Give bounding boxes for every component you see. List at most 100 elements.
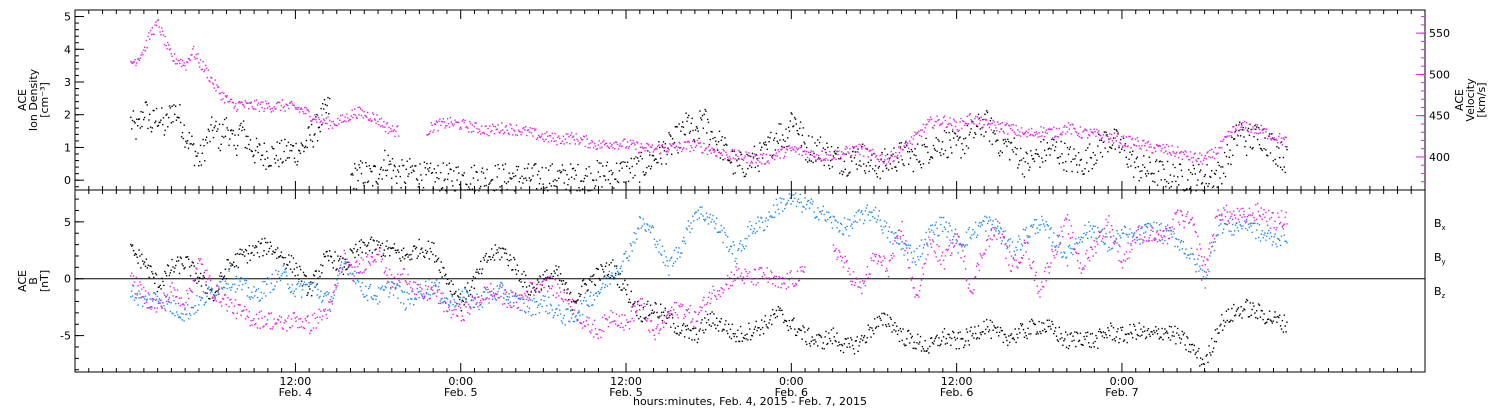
data-point [1234,128,1237,130]
data-point [533,298,535,300]
data-point [837,153,839,156]
data-point [565,308,567,311]
data-point [138,118,141,120]
data-point [926,123,928,125]
data-point [352,116,354,119]
data-point [150,33,153,36]
data-point [652,312,655,314]
data-point [368,242,370,244]
data-point [1164,239,1166,242]
data-point [250,150,252,152]
left-tick-label: 2 [64,109,71,122]
data-point [1020,159,1023,161]
data-point [267,165,270,168]
data-point [794,118,797,120]
data-point [874,170,876,172]
data-point [427,293,430,295]
data-point [890,318,892,320]
data-point [548,296,550,298]
data-point [1051,245,1053,247]
data-point [240,276,242,279]
data-point [721,136,723,138]
data-point [702,152,704,154]
data-point [639,316,642,318]
data-point [1156,184,1159,186]
data-point [960,243,962,245]
data-point [1043,139,1045,141]
data-point [489,256,491,258]
data-point [944,228,947,230]
data-point [1132,150,1134,152]
data-point [1143,232,1145,234]
data-point [582,135,585,137]
data-point [491,123,494,126]
data-point [840,343,843,346]
data-point [646,166,648,169]
data-point [320,290,322,292]
data-point [455,290,457,293]
data-point [661,320,664,322]
data-point [974,132,976,134]
data-point [714,150,716,152]
data-point [933,147,936,150]
data-point [575,133,577,135]
data-point [378,241,380,243]
data-point [535,313,537,316]
data-point [295,288,297,290]
data-point [760,149,762,151]
data-point [303,112,305,115]
data-point [1071,248,1073,250]
data-point [375,122,377,124]
data-point [260,101,262,103]
data-point [858,143,860,146]
data-point [1119,235,1121,237]
data-point [1020,249,1022,251]
data-point [937,138,939,141]
data-point [761,319,763,321]
data-point [246,295,249,297]
data-point [524,281,526,284]
data-point [545,310,547,313]
data-point [562,135,565,137]
data-point [1043,328,1046,330]
data-point [908,151,911,153]
data-point [338,123,340,125]
data-point [579,142,581,144]
data-point [577,299,579,301]
data-point [808,342,811,345]
data-point [1172,163,1174,166]
data-point [1072,253,1074,256]
data-point [254,149,257,152]
data-point [426,134,428,136]
data-point [707,145,710,148]
data-point [554,272,556,274]
data-point [1130,165,1132,167]
data-point [381,242,384,245]
data-point [685,329,688,331]
data-point [1112,327,1115,329]
data-point [776,315,778,318]
data-point [1002,230,1004,233]
data-point [415,246,418,249]
data-point [655,147,657,149]
data-point [568,178,570,180]
data-point [698,330,700,332]
data-point [548,276,551,279]
data-point [384,126,386,128]
data-point [490,180,492,182]
data-point [377,183,379,185]
data-point [486,297,488,299]
data-point [919,129,922,131]
data-point [276,257,278,259]
data-point [242,283,244,286]
data-point [997,139,999,141]
data-point [1248,316,1251,318]
data-point [918,343,920,345]
data-point [620,161,622,164]
data-point [920,239,923,241]
data-point [598,140,600,142]
data-point [469,120,471,123]
data-point [183,62,185,64]
data-point [225,117,228,119]
data-point [166,48,168,50]
